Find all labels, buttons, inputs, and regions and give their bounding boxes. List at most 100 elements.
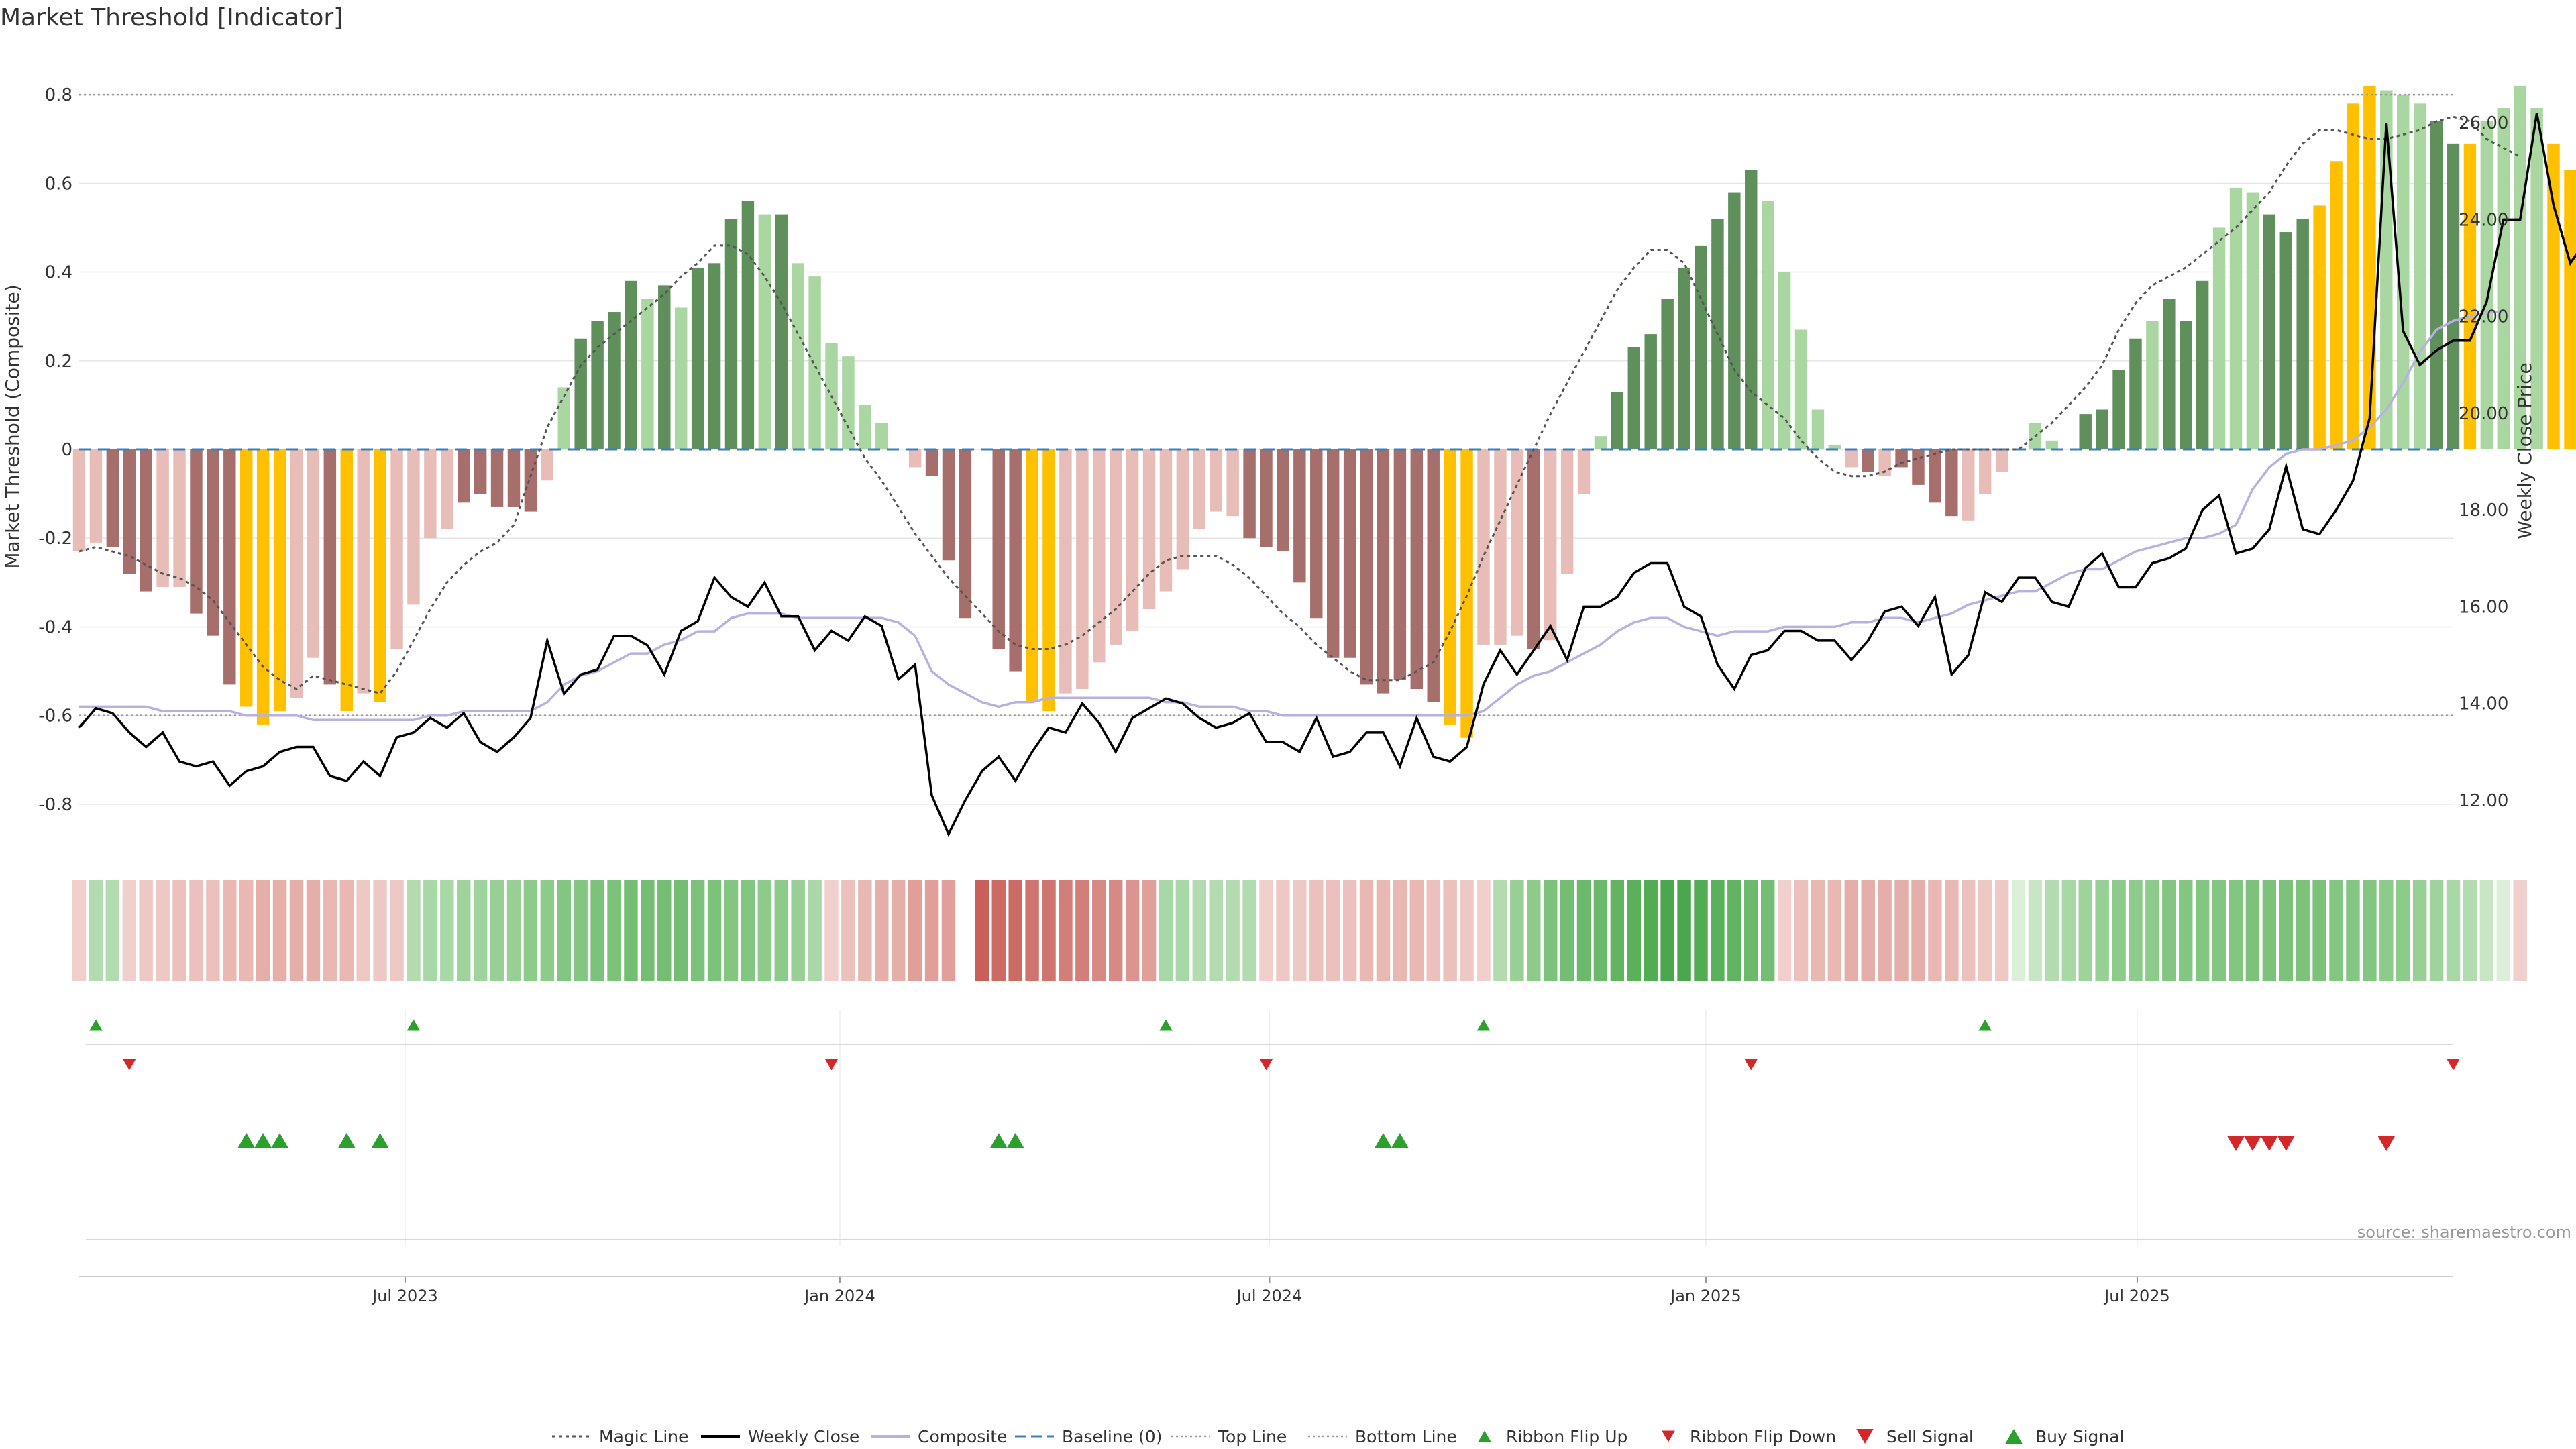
composite-bar: [625, 280, 637, 449]
ribbon-cell: [2446, 880, 2461, 981]
composite-bar: [1026, 449, 1038, 702]
ribbon-cell: [975, 880, 989, 981]
composite-bar: [2347, 103, 2359, 450]
ribbon-cell: [1226, 880, 1240, 981]
composite-bar: [1210, 449, 1222, 512]
ribbon-cell: [2379, 880, 2394, 981]
ribbon-cell: [457, 880, 471, 981]
ribbon-cell: [72, 880, 87, 981]
ribbon-cell: [523, 880, 538, 981]
composite-bar: [758, 214, 771, 449]
ribbon-cell: [256, 880, 270, 981]
ribbon-cell: [1326, 880, 1340, 981]
composite-bar: [2313, 205, 2326, 449]
ribbon-cell: [624, 880, 638, 981]
composite-bar: [1577, 449, 1591, 494]
composite-bar: [1912, 449, 1925, 485]
ribbon-cell: [1894, 880, 1909, 981]
composite-bar: [273, 449, 286, 712]
composite-bar: [2397, 95, 2410, 450]
ribbon-cell: [223, 880, 237, 981]
ribbon-cell: [1477, 880, 1491, 981]
x-tick-label: Jul 2024: [1236, 1287, 1303, 1305]
x-tick-label: Jan 2024: [803, 1287, 875, 1305]
composite-bar: [2112, 370, 2125, 449]
composite-bar: [1326, 449, 1340, 658]
composite-bar: [2497, 107, 2510, 449]
ribbon-flip-up-marker: [1477, 1019, 1491, 1031]
composite-bar: [1978, 449, 1992, 494]
composite-bar: [1377, 449, 1390, 694]
left-tick-label: 0.2: [45, 352, 72, 372]
legend-label: Ribbon Flip Up: [1506, 1427, 1627, 1446]
composite-bar: [808, 276, 821, 449]
ribbon-cell: [1878, 880, 1892, 981]
right-tick-label: 12.00: [2459, 791, 2508, 811]
composite-bar: [1444, 449, 1456, 724]
composite-bar: [1009, 449, 1022, 672]
ribbon-cell: [2496, 880, 2510, 981]
composite-bar: [1193, 449, 1206, 529]
ribbon-cell: [1560, 880, 1574, 981]
ribbon-cell: [2045, 880, 2059, 981]
ribbon-cell: [641, 880, 655, 981]
composite-bar: [374, 449, 386, 702]
ribbon-cell: [289, 880, 304, 981]
composite-bar: [1962, 449, 1975, 521]
ribbon-cell: [1911, 880, 1925, 981]
composite-bar: [2146, 321, 2159, 449]
signal-panels: [86, 1010, 2460, 1246]
right-tick-label: 16.00: [2459, 597, 2508, 617]
ribbon-cell: [1042, 880, 1056, 981]
ribbon-cell: [2363, 880, 2377, 981]
legend: Magic Line Weekly Close Composite Baseline …: [552, 1427, 2125, 1446]
ribbon-cell: [2429, 880, 2444, 981]
composite-bar: [2330, 161, 2343, 449]
ribbon-cell: [741, 880, 755, 981]
composite-bar: [992, 449, 1005, 649]
ribbon-cell: [1376, 880, 1391, 981]
ribbon-cell: [1844, 880, 1859, 981]
ribbon-cell: [1978, 880, 1992, 981]
composite-bar: [173, 449, 186, 587]
ribbon-cell: [841, 880, 855, 981]
ribbon-cell: [239, 880, 254, 981]
composite-bar: [792, 263, 804, 449]
left-tick-label: 0.4: [45, 263, 72, 283]
ribbon-cell: [2412, 880, 2427, 981]
ribbon-cell: [1242, 880, 1256, 981]
ribbon-cell: [941, 880, 956, 981]
ribbon-panel: [72, 880, 2527, 981]
ribbon-cell: [2296, 880, 2310, 981]
ribbon-flip-down-marker: [1259, 1059, 1273, 1071]
ribbon-cell: [540, 880, 555, 981]
ribbon-cell: [1159, 880, 1173, 981]
ribbon-flip-up-marker: [89, 1019, 103, 1031]
ribbon-cell: [1593, 880, 1608, 981]
x-tick-label: Jul 2025: [2103, 1287, 2170, 1305]
composite-bar: [457, 449, 470, 503]
composite-bar: [1929, 449, 1941, 503]
composite-bar: [2514, 85, 2526, 449]
right-tick-label: 14.00: [2459, 694, 2508, 714]
composite-bar: [674, 307, 688, 449]
right-tick-label: 18.00: [2459, 500, 2508, 521]
right-tick-label: 26.00: [2459, 113, 2508, 133]
ribbon-cell: [2011, 880, 2026, 981]
composite-bar: [256, 449, 270, 724]
ribbon-cell: [306, 880, 321, 981]
ribbon-cell: [2479, 880, 2494, 981]
left-tick-label: -0.2: [38, 529, 72, 549]
ribbon-cell: [1259, 880, 1273, 981]
composite-bar: [1393, 449, 1407, 680]
ribbon-cell: [2262, 880, 2277, 981]
legend-swatch: [1856, 1429, 1874, 1444]
buy-signal-marker: [271, 1133, 288, 1148]
ribbon-cell: [1827, 880, 1842, 981]
composite-bar: [424, 449, 437, 539]
composite-bar: [2263, 214, 2276, 449]
ribbon-cell: [2028, 880, 2043, 981]
right-axis-ticks: 12.00 14.00 16.00 18.00 20.00 22.00 24.00 26.00: [2459, 113, 2508, 811]
composite-bar: [1310, 449, 1323, 619]
